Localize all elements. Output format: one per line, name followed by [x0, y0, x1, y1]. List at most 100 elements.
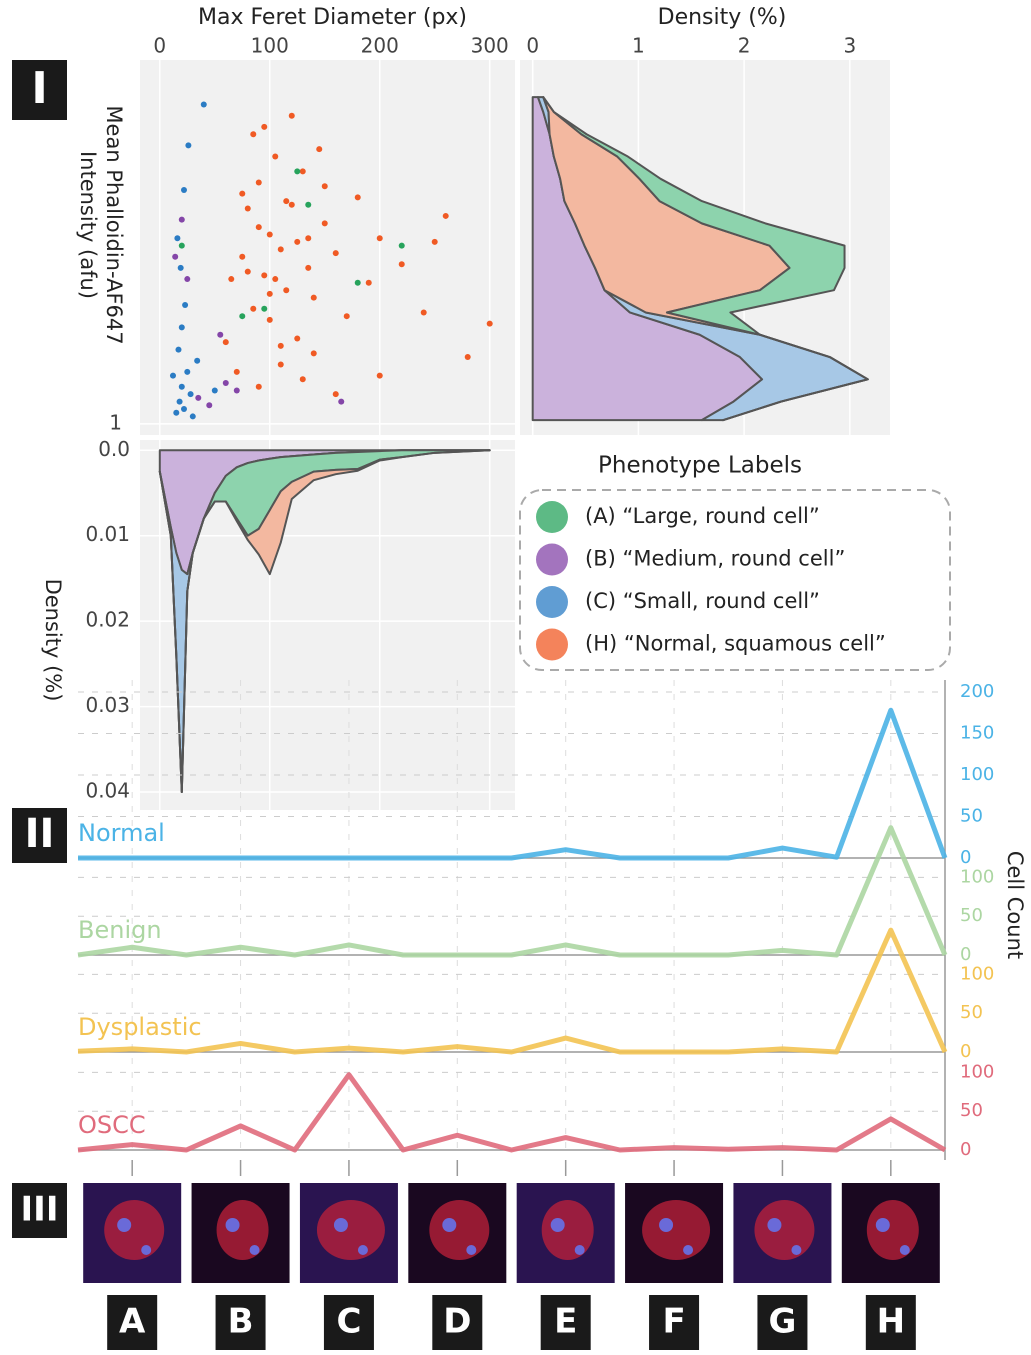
image-label: C	[336, 1302, 361, 1342]
legend-swatch	[536, 544, 568, 576]
image-nucleus	[358, 1245, 368, 1255]
scatter-point	[278, 246, 284, 252]
scatter-point	[355, 280, 361, 286]
y-tick-label: 50	[960, 1002, 983, 1023]
series-label: Normal	[78, 819, 165, 847]
cell-image	[842, 1183, 940, 1283]
scatter-point	[261, 124, 267, 130]
scatter-point	[174, 235, 180, 241]
scatter-point	[195, 395, 201, 401]
plot-background	[140, 60, 515, 435]
y-tick-label: 0	[960, 944, 971, 965]
image-nucleus	[876, 1218, 890, 1232]
scatter-point	[261, 272, 267, 278]
image-cell	[429, 1200, 489, 1260]
scatter-point	[316, 146, 322, 152]
panel-label: I	[31, 63, 47, 114]
scatter-point	[300, 168, 306, 174]
scatter-point	[289, 202, 295, 208]
scatter-point	[228, 276, 234, 282]
scatter-point	[184, 369, 190, 375]
x-tick-label: 2	[738, 34, 751, 58]
legend-swatch	[536, 629, 568, 661]
scatter-point	[256, 180, 262, 186]
y-tick-label: 50	[960, 1100, 983, 1121]
scatter-point	[185, 142, 191, 148]
series-line	[78, 930, 945, 1052]
series-label: Benign	[78, 916, 162, 944]
series-label: Dysplastic	[78, 1013, 202, 1041]
cell-image	[192, 1183, 290, 1283]
image-label: G	[768, 1302, 796, 1342]
scatter-point	[311, 350, 317, 356]
image-cell	[542, 1200, 594, 1260]
scatter-point	[305, 265, 311, 271]
scatter-point	[181, 187, 187, 193]
scatter-point	[217, 332, 223, 338]
y-tick-label: 0	[960, 1041, 971, 1062]
x-tick-label: 200	[361, 34, 399, 58]
scatter-point	[256, 384, 262, 390]
scatter-point	[173, 410, 179, 416]
cell-image	[83, 1183, 181, 1283]
scatter-point	[322, 220, 328, 226]
scatter-point	[300, 376, 306, 382]
scatter-point	[250, 306, 256, 312]
figure: I II III 01002003001Max Feret Diameter (…	[0, 0, 1031, 1355]
x-axis-label: Density (%)	[658, 5, 787, 30]
y-tick-label: 200	[960, 681, 994, 702]
image-label: B	[228, 1302, 254, 1342]
y-axis-label: Cell Count	[1003, 851, 1027, 959]
image-label: A	[119, 1302, 146, 1342]
scatter-point	[212, 387, 218, 393]
scatter-point	[206, 402, 212, 408]
scatter-point	[399, 261, 405, 267]
cell-image	[733, 1183, 831, 1283]
image-cell	[867, 1200, 919, 1260]
y-tick-label: 150	[960, 723, 994, 744]
scatter-point	[294, 168, 300, 174]
y-tick-label: 50	[960, 806, 983, 827]
cell-image	[625, 1183, 723, 1283]
x-tick-label: 0	[526, 34, 539, 58]
legend-label: (H) “Normal, squamous cell”	[585, 632, 886, 656]
legend-title: Phenotype Labels	[598, 453, 802, 479]
series-line	[78, 828, 945, 955]
y-tick-label: 1	[109, 410, 122, 434]
image-label: D	[443, 1302, 471, 1342]
image-nucleus	[767, 1218, 781, 1232]
image-cell	[104, 1200, 164, 1260]
image-nucleus	[334, 1218, 348, 1232]
series-label: OSCC	[78, 1111, 146, 1139]
scatter-point	[250, 131, 256, 137]
scatter-point	[179, 384, 185, 390]
scatter-point	[487, 321, 493, 327]
scatter-point	[338, 399, 344, 405]
scatter-point	[272, 154, 278, 160]
scatter-point	[355, 194, 361, 200]
y-tick-label: 50	[960, 905, 983, 926]
scatter-point	[177, 399, 183, 405]
y-tick-label: 0	[960, 847, 971, 868]
x-tick-label: 3	[843, 34, 856, 58]
scatter-point	[377, 235, 383, 241]
scatter-point	[234, 387, 240, 393]
scatter-point	[432, 239, 438, 245]
image-nucleus	[791, 1245, 801, 1255]
y-tick-label: 0.0	[98, 437, 130, 461]
image-cell	[317, 1200, 385, 1260]
image-nucleus	[683, 1245, 693, 1255]
scatter-point	[223, 339, 229, 345]
legend-label: (A) “Large, round cell”	[585, 504, 820, 528]
image-nucleus	[117, 1218, 131, 1232]
scatter-point	[294, 335, 300, 341]
scatter-point	[175, 347, 181, 353]
image-cell	[217, 1200, 269, 1260]
scatter-point	[245, 269, 251, 275]
cell-image	[300, 1183, 398, 1283]
scatter-point	[184, 276, 190, 282]
scatter-point	[465, 354, 471, 360]
scatter-point	[421, 309, 427, 315]
image-nucleus	[551, 1218, 565, 1232]
scatter-point	[333, 391, 339, 397]
